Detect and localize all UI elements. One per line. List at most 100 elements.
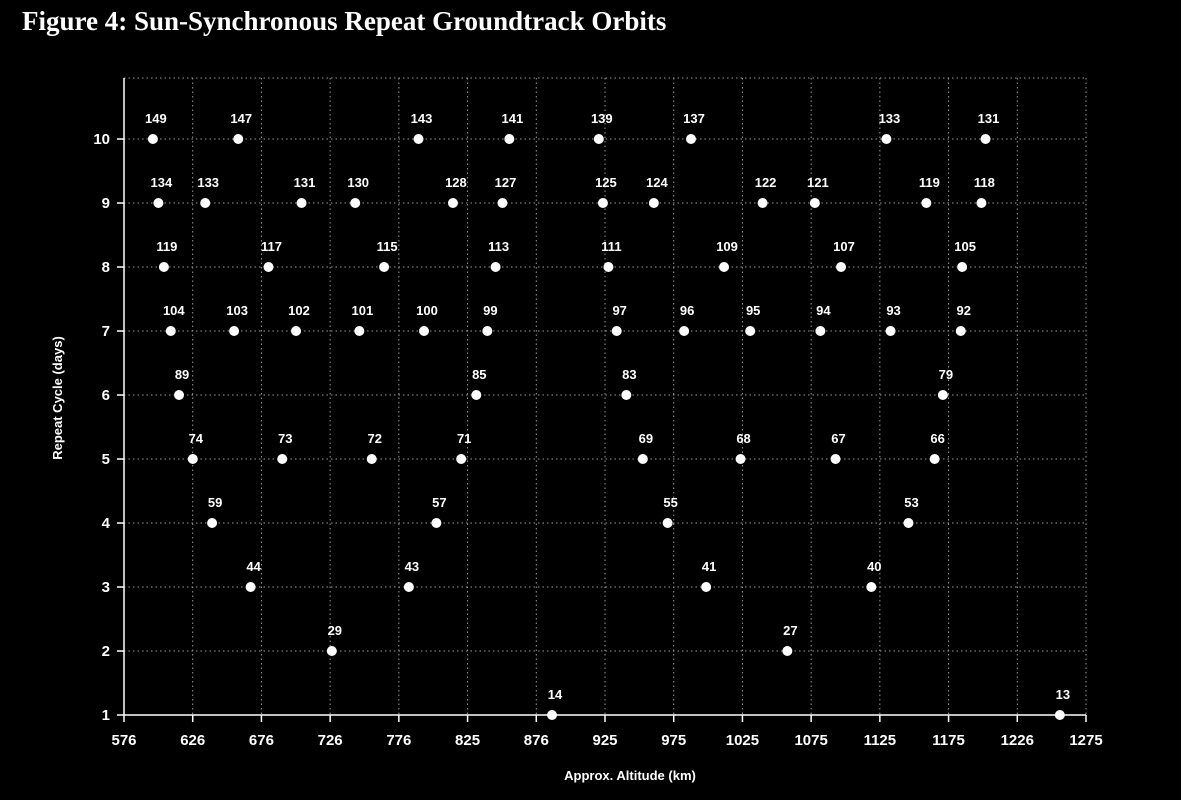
data-point-label: 68 [736,431,750,446]
data-point [456,454,467,464]
y-tick-label: 8 [102,259,110,276]
x-tick-label: 1226 [1001,732,1034,749]
data-point [158,262,169,272]
data-point [547,710,558,720]
y-tick-label: 10 [93,131,110,148]
data-point [229,326,240,336]
data-point-label: 105 [954,239,976,254]
data-point-label: 118 [974,175,995,190]
x-tick-label: 1175 [932,732,965,749]
data-point-label: 139 [591,111,613,126]
data-point [277,454,288,464]
data-point [354,326,365,336]
data-point [200,198,211,208]
data-point-label: 53 [904,495,918,510]
data-point [757,198,768,208]
data-point [866,582,877,592]
axes [117,78,1087,722]
y-tick-label: 2 [102,643,110,660]
data-point [326,646,337,656]
data-point [701,582,712,592]
data-point [809,198,820,208]
data-point-label: 83 [622,367,636,382]
data-point-label: 99 [483,303,497,318]
data-point [263,262,274,272]
data-point [593,134,604,144]
data-point [881,134,892,144]
data-point-label: 101 [351,303,373,318]
data-point-label: 117 [261,239,282,254]
data-point-label: 57 [432,495,446,510]
data-point-label: 43 [405,559,419,574]
data-point [471,390,482,400]
x-tick-label: 1275 [1069,732,1102,749]
x-tick-label: 876 [524,732,549,749]
data-point [504,134,515,144]
data-point-label: 141 [501,111,523,126]
data-point-label: 27 [783,623,797,638]
data-point-label: 94 [816,303,831,318]
data-point-label: 119 [919,175,940,190]
data-point [366,454,377,464]
data-point-label: 111 [601,239,621,254]
data-point [207,518,218,528]
data-point-label: 71 [457,431,471,446]
data-point-label: 147 [230,111,252,126]
x-tick-label: 1025 [726,732,759,749]
data-point [836,262,847,272]
data-point-label: 113 [488,239,509,254]
data-point [490,262,501,272]
x-tick-label: 1125 [864,732,897,749]
data-point [497,198,508,208]
data-point [782,646,793,656]
y-tick-label: 5 [102,451,110,468]
data-point [611,326,622,336]
data-point [187,454,198,464]
x-tick-label: 726 [318,732,343,749]
data-point-label: 44 [246,559,261,574]
data-point [603,262,614,272]
data-point [431,518,442,528]
data-point-label: 41 [702,559,716,574]
data-point-label: 69 [639,431,653,446]
x-tick-label: 626 [180,732,205,749]
data-point-label: 109 [716,239,738,254]
x-tick-label: 676 [249,732,274,749]
data-point-label: 128 [445,175,467,190]
data-point-label: 125 [595,175,617,190]
tick-labels: 576 626 676 726 776 825 876 925 975 1025 1075 1125 1… [93,131,1102,749]
data-point-label: 127 [495,175,517,190]
y-tick-label: 3 [102,579,110,596]
data-point [903,518,914,528]
data-point [955,326,966,336]
data-point [815,326,826,336]
data-point [147,134,158,144]
x-tick-label: 1075 [794,732,827,749]
data-point [447,198,458,208]
data-point [719,262,730,272]
data-point-label: 13 [1056,687,1070,702]
data-point-label: 137 [683,111,705,126]
data-point-label: 73 [278,431,292,446]
data-point [245,582,256,592]
data-point-label: 74 [189,431,204,446]
data-point [957,262,968,272]
data-point [921,198,932,208]
data-point [735,454,746,464]
data-point-label: 85 [472,367,486,382]
data-point-label: 96 [680,303,694,318]
data-point [679,326,690,336]
data-point [174,390,185,400]
data-point-label: 149 [145,111,167,126]
data-point [153,198,164,208]
data-point [637,454,648,464]
data-point-label: 122 [755,175,777,190]
data-point [980,134,991,144]
y-tick-label: 9 [102,195,110,212]
data-point-label: 100 [416,303,438,318]
data-point-label: 104 [163,303,185,318]
data-point [937,390,948,400]
data-point [413,134,424,144]
y-tick-label: 1 [102,707,110,724]
